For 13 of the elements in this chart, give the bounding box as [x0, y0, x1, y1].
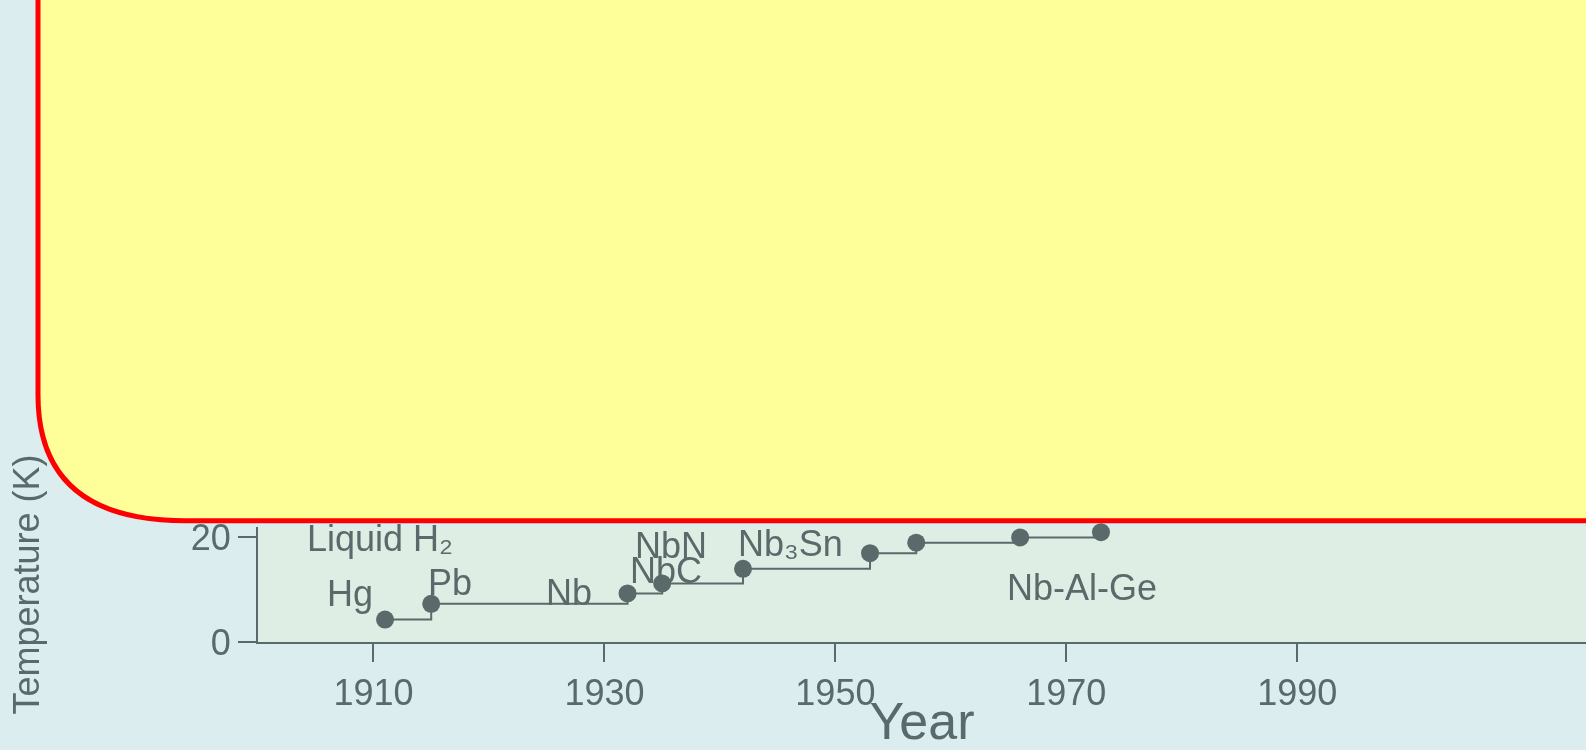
y-tick-label: 20 — [190, 517, 231, 559]
annotation: Hg — [327, 573, 374, 614]
y-tick-label: 0 — [210, 621, 231, 663]
annotation: Nb — [546, 572, 593, 613]
x-tick-label: 1990 — [1257, 672, 1338, 714]
x-tick-label: 1930 — [564, 672, 645, 714]
annotation: Nb-Al-Ge — [1007, 567, 1158, 608]
annotation: Nb₃Sn — [738, 523, 843, 564]
x-tick-label: 1910 — [333, 672, 414, 714]
y-axis-title: Temperature (K) — [6, 454, 48, 715]
annotation: Liquid H₂ — [307, 518, 454, 559]
x-tick-label: 1970 — [1026, 672, 1107, 714]
annotation: Pb — [428, 562, 473, 603]
